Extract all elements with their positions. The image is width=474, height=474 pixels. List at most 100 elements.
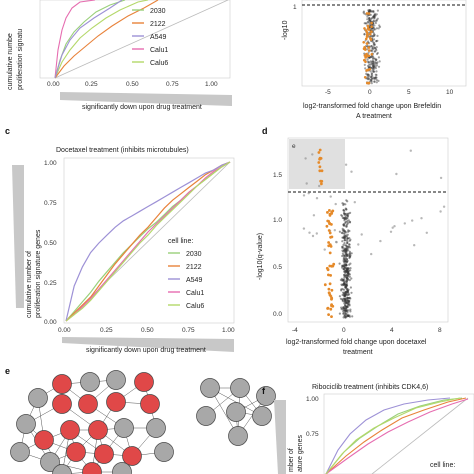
panel-d-point xyxy=(342,203,345,207)
panel-d-point xyxy=(342,256,346,259)
network-node xyxy=(146,418,166,438)
panel-d-highlight-point xyxy=(328,264,332,268)
panel-b-highlight-point xyxy=(368,49,371,52)
panel-d-point xyxy=(334,202,337,206)
panel-b-point xyxy=(374,20,377,23)
panel-d-point xyxy=(344,163,348,166)
panel-b-point xyxy=(378,24,381,27)
panel-d-point xyxy=(353,201,356,204)
panel-a-xlabel: significantly down upon drug treatment xyxy=(82,104,202,111)
panel-b-point xyxy=(367,10,371,13)
panel-b-point xyxy=(371,40,374,43)
panel-b-point xyxy=(366,48,369,51)
panel-d-point xyxy=(345,199,348,202)
panel-b-point xyxy=(373,70,376,73)
panel-d-point xyxy=(343,315,346,318)
network-node xyxy=(80,372,100,392)
panel-b-xtick: -5 xyxy=(325,89,331,96)
panel-d-highlight-point xyxy=(317,151,321,154)
panel-d-point xyxy=(357,243,360,246)
panel-d-highlight-point xyxy=(328,243,332,247)
panel-b-point xyxy=(372,34,375,37)
panel-b-point xyxy=(377,56,380,59)
panel-d-point xyxy=(439,176,443,180)
panel-b-point xyxy=(366,21,369,24)
panel-a-xtick: 0.75 xyxy=(166,81,179,88)
panel-d-point xyxy=(342,259,345,262)
panel-a-legend: 2030 2122 A549 Calu1 Calu6 xyxy=(132,8,168,67)
panel-d-point xyxy=(346,296,349,299)
panel-d-ylabel: -log10(q-value) xyxy=(257,233,264,280)
panel-b-point xyxy=(372,11,375,14)
panel-d-point xyxy=(346,275,349,278)
panel-b-highlight-point xyxy=(365,37,368,41)
panel-a-xtick: 0.25 xyxy=(85,81,98,88)
panel-b-point xyxy=(372,20,375,23)
panel-c-ylabel-line1: cumulative number of xyxy=(26,251,33,318)
panel-d-point xyxy=(318,184,321,188)
panel-b-point xyxy=(371,61,375,64)
panel-d-point xyxy=(344,259,347,262)
panel-a-line-a549b xyxy=(54,0,123,79)
panel-b-highlight-point xyxy=(365,12,369,15)
panel-c-series-line xyxy=(65,161,231,322)
panel-f-ytick: 0.75 xyxy=(306,431,319,438)
panel-b-point xyxy=(374,76,377,79)
panel-f-line-calu1 xyxy=(325,398,469,474)
panel-d-xtick: 4 xyxy=(390,327,394,334)
panel-b-highlight-point xyxy=(363,76,367,79)
panel-a-x-wedge xyxy=(60,92,232,106)
panel-b-point xyxy=(366,58,369,61)
panel-d-point xyxy=(411,219,414,222)
panel-d-point xyxy=(342,209,345,212)
panel-b-point xyxy=(369,9,372,12)
panel-b-point xyxy=(366,73,370,76)
panel-b-point xyxy=(370,62,373,65)
network-node xyxy=(52,394,72,414)
panel-b-point xyxy=(374,77,377,80)
panel-d-highlight-point xyxy=(318,169,322,173)
panel-b-point xyxy=(368,61,371,64)
panel-b-point xyxy=(375,62,378,65)
panel-b-point xyxy=(370,72,373,75)
panel-b-point xyxy=(374,73,377,76)
panel-d-point xyxy=(344,230,347,233)
panel-b-point xyxy=(371,66,374,69)
panel-d-highlight-point xyxy=(319,179,323,183)
panel-c-legend-label: 2122 xyxy=(186,264,202,271)
panel-a-legend-label: Calu1 xyxy=(150,47,168,54)
panel-a-ylabel-bottom: proliferation signatu xyxy=(17,29,24,90)
panel-d-point xyxy=(344,307,347,310)
panel-f-y-wedge xyxy=(274,400,286,474)
panel-f-plot-area xyxy=(323,393,474,474)
panel-b-point xyxy=(369,13,372,16)
panel-b-point xyxy=(367,66,371,69)
panel-b-point xyxy=(373,66,376,69)
panel-b-point xyxy=(368,19,371,22)
network-node xyxy=(34,430,54,450)
panel-b-point xyxy=(375,64,379,67)
panel-d-highlight-point xyxy=(323,283,327,287)
panel-d-point xyxy=(338,262,341,265)
network-node xyxy=(256,386,276,406)
panel-c-series-line xyxy=(65,161,231,322)
panel-d-point xyxy=(343,276,346,279)
network-node xyxy=(140,394,160,414)
panel-d-point xyxy=(338,295,341,298)
panel-c: c Docetaxel treatment (inhibits microtub… xyxy=(5,126,235,354)
panel-b-point xyxy=(366,15,369,18)
panel-b-point xyxy=(372,68,375,71)
panel-d-point xyxy=(348,314,351,317)
panel-d-point xyxy=(347,293,350,296)
panel-d-point xyxy=(346,277,350,280)
panel-c-series-line xyxy=(65,161,231,322)
panel-b-point xyxy=(368,9,371,12)
panel-d-point xyxy=(348,263,351,266)
panel-b-point xyxy=(373,38,376,41)
panel-c-xtick: 0.25 xyxy=(100,327,113,334)
panel-b-point xyxy=(370,67,373,70)
panel-b-point xyxy=(375,78,378,82)
panel-f-ytick: 1.00 xyxy=(306,396,319,403)
panel-d-highlight-point xyxy=(326,211,329,214)
